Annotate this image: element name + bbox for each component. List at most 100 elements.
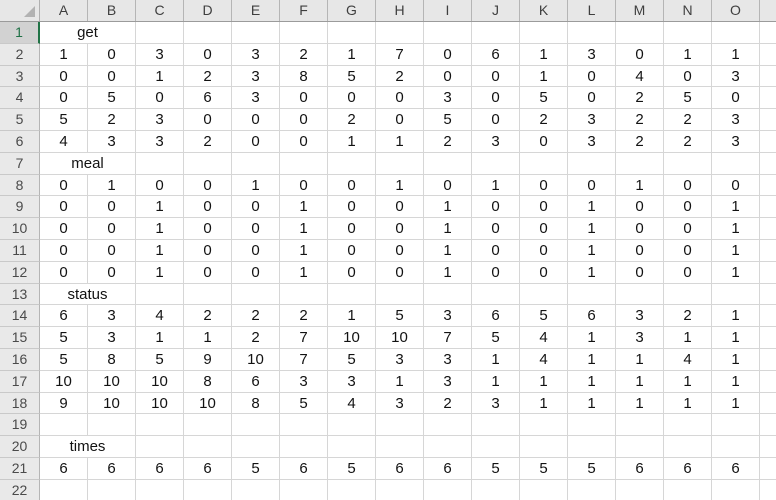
- cell-F22[interactable]: [280, 479, 328, 500]
- cell-K19[interactable]: [520, 414, 568, 437]
- cell-O3[interactable]: 3: [712, 65, 760, 88]
- cell-L9[interactable]: 1: [568, 196, 616, 219]
- cell-F9[interactable]: 1: [280, 196, 328, 219]
- cell-K21[interactable]: 5: [520, 457, 568, 480]
- cell-L18[interactable]: 1: [568, 392, 616, 415]
- cell-M13[interactable]: [616, 283, 664, 306]
- row-header-20[interactable]: 20: [0, 436, 40, 458]
- cell-M20[interactable]: [616, 436, 664, 458]
- cell-D19[interactable]: [184, 414, 232, 437]
- cell-G1[interactable]: [328, 22, 376, 44]
- cell-J9[interactable]: 0: [472, 196, 520, 219]
- cell-B5[interactable]: 2: [88, 109, 136, 131]
- select-all-corner[interactable]: [0, 0, 40, 21]
- cell-J20[interactable]: [472, 436, 520, 458]
- cell-B11[interactable]: 0: [88, 239, 136, 262]
- cell-G16[interactable]: 5: [328, 348, 376, 371]
- cell-G15[interactable]: 10: [328, 327, 376, 349]
- cell-N20[interactable]: [664, 436, 712, 458]
- cell-B16[interactable]: 8: [88, 348, 136, 371]
- row-header-6[interactable]: 6: [0, 130, 40, 153]
- cell-O16[interactable]: 1: [712, 348, 760, 371]
- cell-M17[interactable]: 1: [616, 370, 664, 393]
- cell-J13[interactable]: [472, 283, 520, 306]
- cell-J2[interactable]: 6: [472, 43, 520, 66]
- cell-C12[interactable]: 1: [136, 261, 184, 284]
- cell-B3[interactable]: 0: [88, 65, 136, 88]
- cell-F18[interactable]: 5: [280, 392, 328, 415]
- cell-G14[interactable]: 1: [328, 305, 376, 328]
- cell-L16[interactable]: 1: [568, 348, 616, 371]
- cell-E13[interactable]: [232, 283, 280, 306]
- cell-A2[interactable]: 1: [40, 43, 88, 66]
- cell-D20[interactable]: [184, 436, 232, 458]
- cell-L13[interactable]: [568, 283, 616, 306]
- cell-F12[interactable]: 1: [280, 261, 328, 284]
- cell-J16[interactable]: 1: [472, 348, 520, 371]
- cell-A9[interactable]: 0: [40, 196, 88, 219]
- cell-K18[interactable]: 1: [520, 392, 568, 415]
- cell-A3[interactable]: 0: [40, 65, 88, 88]
- cell-E3[interactable]: 3: [232, 65, 280, 88]
- cell-H3[interactable]: 2: [376, 65, 424, 88]
- cell-K15[interactable]: 4: [520, 327, 568, 349]
- cell-C4[interactable]: 0: [136, 87, 184, 110]
- cell-L19[interactable]: [568, 414, 616, 437]
- cell-D14[interactable]: 2: [184, 305, 232, 328]
- cell-G2[interactable]: 1: [328, 43, 376, 66]
- cell-J21[interactable]: 5: [472, 457, 520, 480]
- cell-partial-row5[interactable]: [760, 109, 776, 131]
- cell-G8[interactable]: 0: [328, 174, 376, 197]
- cell-K6[interactable]: 0: [520, 130, 568, 153]
- cell-N13[interactable]: [664, 283, 712, 306]
- cell-I21[interactable]: 6: [424, 457, 472, 480]
- row-header-10[interactable]: 10: [0, 218, 40, 240]
- cell-G19[interactable]: [328, 414, 376, 437]
- cell-O19[interactable]: [712, 414, 760, 437]
- cell-B8[interactable]: 1: [88, 174, 136, 197]
- cell-J15[interactable]: 5: [472, 327, 520, 349]
- cell-O20[interactable]: [712, 436, 760, 458]
- cell-E14[interactable]: 2: [232, 305, 280, 328]
- cell-A13-B13-merged[interactable]: status: [40, 283, 136, 306]
- cell-I2[interactable]: 0: [424, 43, 472, 66]
- cell-A5[interactable]: 5: [40, 109, 88, 131]
- cell-M14[interactable]: 3: [616, 305, 664, 328]
- cell-J10[interactable]: 0: [472, 218, 520, 240]
- cell-F17[interactable]: 3: [280, 370, 328, 393]
- column-header-F[interactable]: F: [280, 0, 328, 21]
- cell-F11[interactable]: 1: [280, 239, 328, 262]
- cell-O5[interactable]: 3: [712, 109, 760, 131]
- cell-N19[interactable]: [664, 414, 712, 437]
- column-header-G[interactable]: G: [328, 0, 376, 21]
- column-header-C[interactable]: C: [136, 0, 184, 21]
- row-header-21[interactable]: 21: [0, 457, 40, 480]
- cell-O15[interactable]: 1: [712, 327, 760, 349]
- cell-H18[interactable]: 3: [376, 392, 424, 415]
- cell-J1[interactable]: [472, 22, 520, 44]
- cell-F10[interactable]: 1: [280, 218, 328, 240]
- cell-O21[interactable]: 6: [712, 457, 760, 480]
- cell-L7[interactable]: [568, 152, 616, 175]
- cell-C21[interactable]: 6: [136, 457, 184, 480]
- cell-A1-B1-merged[interactable]: get: [40, 22, 136, 44]
- cell-B18[interactable]: 10: [88, 392, 136, 415]
- cell-B14[interactable]: 3: [88, 305, 136, 328]
- cell-J8[interactable]: 1: [472, 174, 520, 197]
- cell-M4[interactable]: 2: [616, 87, 664, 110]
- cell-N5[interactable]: 2: [664, 109, 712, 131]
- cell-G22[interactable]: [328, 479, 376, 500]
- cell-I4[interactable]: 3: [424, 87, 472, 110]
- cell-K10[interactable]: 0: [520, 218, 568, 240]
- cell-A6[interactable]: 4: [40, 130, 88, 153]
- cell-F6[interactable]: 0: [280, 130, 328, 153]
- cell-H8[interactable]: 1: [376, 174, 424, 197]
- cell-M2[interactable]: 0: [616, 43, 664, 66]
- cell-G17[interactable]: 3: [328, 370, 376, 393]
- cell-C13[interactable]: [136, 283, 184, 306]
- cell-D2[interactable]: 0: [184, 43, 232, 66]
- cell-N1[interactable]: [664, 22, 712, 44]
- column-header-M[interactable]: M: [616, 0, 664, 21]
- cell-J19[interactable]: [472, 414, 520, 437]
- cell-A17[interactable]: 10: [40, 370, 88, 393]
